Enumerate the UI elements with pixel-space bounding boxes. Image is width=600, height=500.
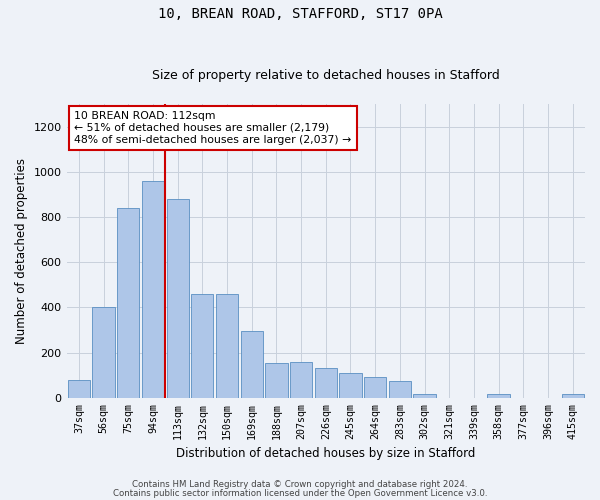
Text: Contains HM Land Registry data © Crown copyright and database right 2024.: Contains HM Land Registry data © Crown c… [132, 480, 468, 489]
Y-axis label: Number of detached properties: Number of detached properties [15, 158, 28, 344]
Title: Size of property relative to detached houses in Stafford: Size of property relative to detached ho… [152, 69, 500, 82]
Bar [117, 208, 139, 398]
Bar [314, 368, 337, 398]
Bar [562, 394, 584, 398]
Bar [167, 199, 189, 398]
Bar [68, 380, 90, 398]
Bar [290, 362, 312, 398]
Bar [92, 308, 115, 398]
Bar [340, 373, 362, 398]
Text: 10, BREAN ROAD, STAFFORD, ST17 0PA: 10, BREAN ROAD, STAFFORD, ST17 0PA [158, 8, 442, 22]
Bar [413, 394, 436, 398]
Text: Contains public sector information licensed under the Open Government Licence v3: Contains public sector information licen… [113, 489, 487, 498]
X-axis label: Distribution of detached houses by size in Stafford: Distribution of detached houses by size … [176, 447, 475, 460]
Bar [191, 294, 214, 398]
Bar [142, 181, 164, 398]
Bar [241, 331, 263, 398]
Bar [216, 294, 238, 398]
Text: 10 BREAN ROAD: 112sqm
← 51% of detached houses are smaller (2,179)
48% of semi-d: 10 BREAN ROAD: 112sqm ← 51% of detached … [74, 112, 352, 144]
Bar [487, 394, 510, 398]
Bar [265, 363, 287, 398]
Bar [389, 381, 411, 398]
Bar [364, 378, 386, 398]
